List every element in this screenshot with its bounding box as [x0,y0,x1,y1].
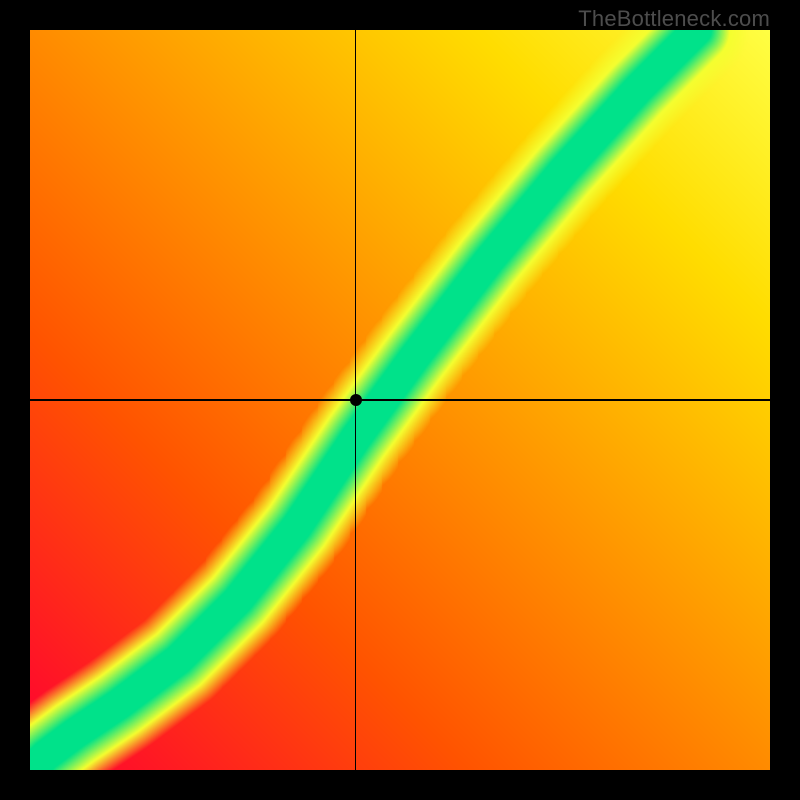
heatmap-plot [30,30,770,770]
crosshair-marker [350,394,362,406]
crosshair-horizontal [30,399,770,401]
chart-frame: TheBottleneck.com [0,0,800,800]
watermark-text: TheBottleneck.com [578,6,770,32]
